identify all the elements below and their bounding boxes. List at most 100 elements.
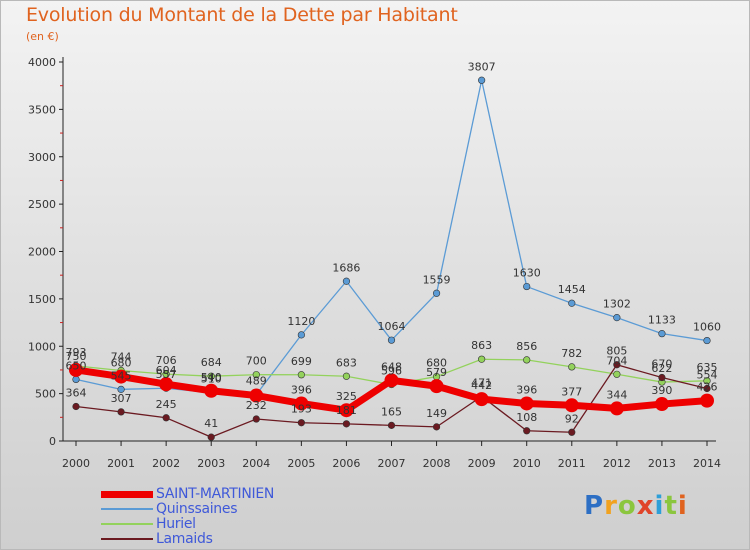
data-label: 396	[516, 383, 537, 396]
legend-swatch	[101, 508, 153, 510]
data-point	[703, 377, 711, 385]
data-point	[387, 336, 396, 344]
data-point	[339, 403, 354, 418]
data-point	[207, 372, 215, 380]
data-point	[613, 361, 621, 369]
data-point	[568, 363, 576, 371]
data-label: 805	[606, 345, 627, 358]
data-label: 510	[201, 373, 222, 386]
data-point	[703, 384, 711, 393]
x-tick-label: 2007	[378, 457, 406, 470]
x-tick-label: 2003	[197, 457, 225, 470]
data-point	[117, 408, 125, 416]
legend-swatch	[101, 491, 153, 498]
data-point	[613, 370, 621, 378]
x-tick-label: 2002	[152, 457, 180, 470]
data-label: 1060	[693, 321, 721, 334]
legend-swatch	[101, 538, 153, 540]
y-tick-label: 2000	[28, 246, 56, 259]
y-tick-label: 1500	[28, 293, 56, 306]
data-label: 635	[697, 361, 718, 374]
data-point	[568, 299, 576, 307]
data-label: 648	[381, 360, 402, 373]
proxiti-logo: Proxiti	[584, 491, 688, 521]
data-label: 1133	[648, 314, 676, 327]
x-tick-label: 2014	[693, 457, 721, 470]
data-point	[564, 398, 579, 413]
data-point	[523, 427, 531, 435]
data-label: 650	[66, 359, 87, 372]
y-tick-label: 500	[35, 388, 56, 401]
data-point	[342, 277, 351, 285]
data-label: 377	[561, 385, 582, 398]
data-label: 680	[426, 357, 447, 370]
data-point	[204, 383, 219, 398]
data-label: 680	[111, 357, 132, 370]
data-label: 232	[246, 399, 267, 412]
data-label: 793	[66, 346, 87, 359]
legend-label: Quinssaines	[156, 501, 238, 517]
data-label: 426	[697, 381, 718, 394]
x-tick-label: 2009	[468, 457, 496, 470]
data-label: 1630	[513, 267, 541, 280]
x-tick-label: 2010	[513, 457, 541, 470]
data-point	[162, 414, 170, 422]
data-point	[478, 76, 486, 84]
data-label: 704	[606, 354, 627, 367]
legend-label: Lamaids	[156, 531, 213, 547]
data-point	[658, 330, 666, 338]
data-point	[609, 401, 624, 416]
y-tick-label: 3000	[28, 151, 56, 164]
data-point	[342, 372, 351, 380]
x-tick-label: 2011	[558, 457, 586, 470]
data-label: 149	[426, 407, 447, 420]
data-label: 554	[697, 369, 718, 382]
y-tick-label: 4000	[28, 56, 56, 69]
data-label: 540	[201, 371, 222, 384]
data-point	[384, 373, 399, 388]
data-label: 750	[66, 350, 87, 363]
data-point	[207, 433, 215, 441]
y-tick-label: 3500	[28, 103, 56, 116]
x-tick-label: 2001	[107, 457, 135, 470]
data-point	[523, 356, 531, 364]
y-tick-label: 2500	[28, 198, 56, 211]
data-label: 700	[246, 355, 267, 368]
data-label: 863	[471, 339, 492, 352]
data-label: 706	[156, 354, 177, 367]
data-label: 699	[291, 355, 312, 368]
data-label: 856	[516, 340, 537, 353]
chart-subtitle: (en €)	[26, 30, 59, 43]
data-label: 364	[66, 387, 87, 400]
data-label: 1454	[558, 283, 586, 296]
x-tick-label: 2013	[648, 457, 676, 470]
data-point	[252, 371, 260, 379]
data-point	[72, 375, 80, 384]
data-label: 1064	[378, 320, 406, 333]
data-point	[159, 377, 174, 392]
data-label: 604	[156, 364, 177, 377]
data-label: 41	[204, 417, 218, 430]
data-label: 683	[336, 356, 357, 369]
data-point	[294, 396, 309, 411]
data-label: 622	[651, 362, 672, 375]
data-label: 396	[291, 383, 312, 396]
data-label: 307	[111, 392, 132, 405]
data-point	[297, 331, 305, 339]
data-label: 579	[426, 366, 447, 379]
data-label: 92	[565, 412, 579, 425]
legend-swatch	[101, 523, 153, 525]
data-label: 545	[111, 369, 132, 382]
y-tick-label: 0	[49, 435, 56, 448]
data-point	[478, 355, 486, 363]
x-tick-label: 2000	[62, 457, 90, 470]
data-point	[432, 289, 441, 297]
data-point	[252, 415, 260, 423]
data-label: 344	[606, 388, 627, 401]
x-tick-label: 2012	[603, 457, 631, 470]
x-tick-label: 2005	[287, 457, 315, 470]
data-point	[432, 423, 441, 431]
legend-label: Huriel	[156, 516, 196, 532]
data-point	[568, 428, 576, 436]
